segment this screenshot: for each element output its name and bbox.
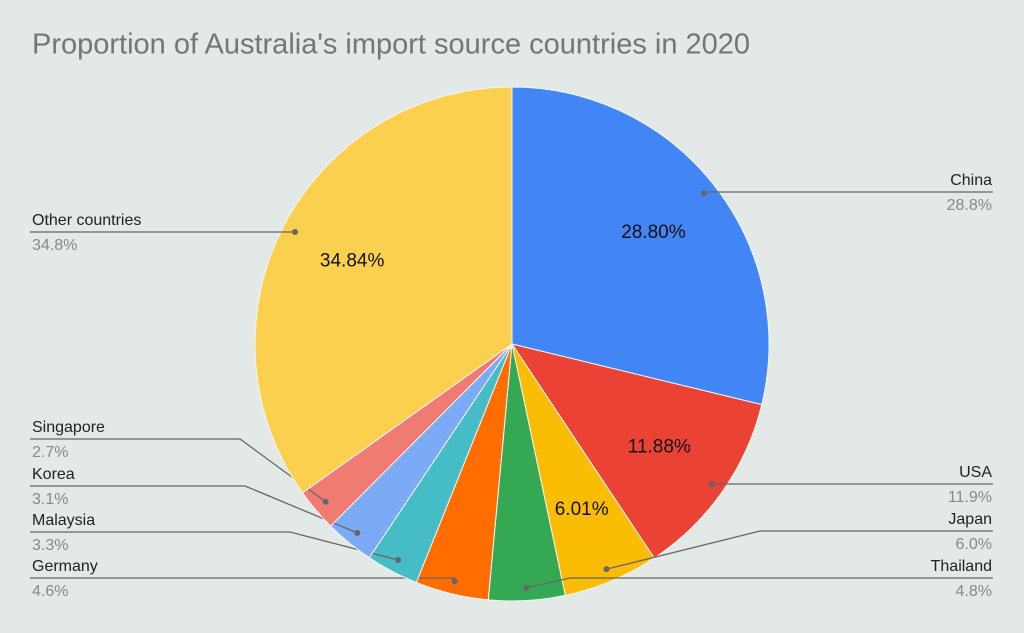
leader-dot <box>700 190 707 197</box>
legend-name: Other countries <box>32 212 141 229</box>
legend-name: Korea <box>32 466 75 483</box>
legend-name: Malaysia <box>32 512 95 529</box>
pie-slice <box>254 86 513 494</box>
slice-label: 6.01% <box>555 499 609 520</box>
slice-label: 34.84% <box>320 250 385 271</box>
chart-title: Proportion of Australia's import source … <box>32 29 750 61</box>
leader-line <box>606 530 993 570</box>
leader-line <box>526 577 993 589</box>
legend-name: China <box>950 172 992 189</box>
legend-percent: 28.8% <box>947 197 992 214</box>
slice-label: 28.80% <box>621 222 686 243</box>
legend-percent: 6.0% <box>956 536 992 553</box>
legend-percent: 4.6% <box>32 583 68 600</box>
legend-percent: 2.7% <box>32 444 68 461</box>
legend-name: Germany <box>32 558 98 575</box>
legend-name: Japan <box>948 511 992 528</box>
leader-line <box>30 485 358 534</box>
legend-percent: 11.9% <box>948 489 992 506</box>
legend-percent: 3.1% <box>32 491 68 508</box>
leader-dot <box>395 556 402 563</box>
legend-name: Thailand <box>931 558 992 575</box>
pie-slice <box>511 86 770 406</box>
legend-percent: 34.8% <box>32 237 77 254</box>
leader-dot <box>292 228 299 235</box>
legend-percent: 4.8% <box>956 583 992 600</box>
leader-dot <box>354 529 361 536</box>
pie-slice <box>510 343 763 559</box>
legend-percent: 3.3% <box>32 537 68 554</box>
leader-dot <box>603 566 610 573</box>
leader-dot <box>708 481 715 488</box>
leader-dot <box>322 498 329 505</box>
legend-name: USA <box>959 464 992 481</box>
legend-name: Singapore <box>32 419 105 436</box>
leader-dot <box>523 584 530 591</box>
leader-dot <box>451 578 458 585</box>
slice-label: 11.88% <box>628 436 691 457</box>
